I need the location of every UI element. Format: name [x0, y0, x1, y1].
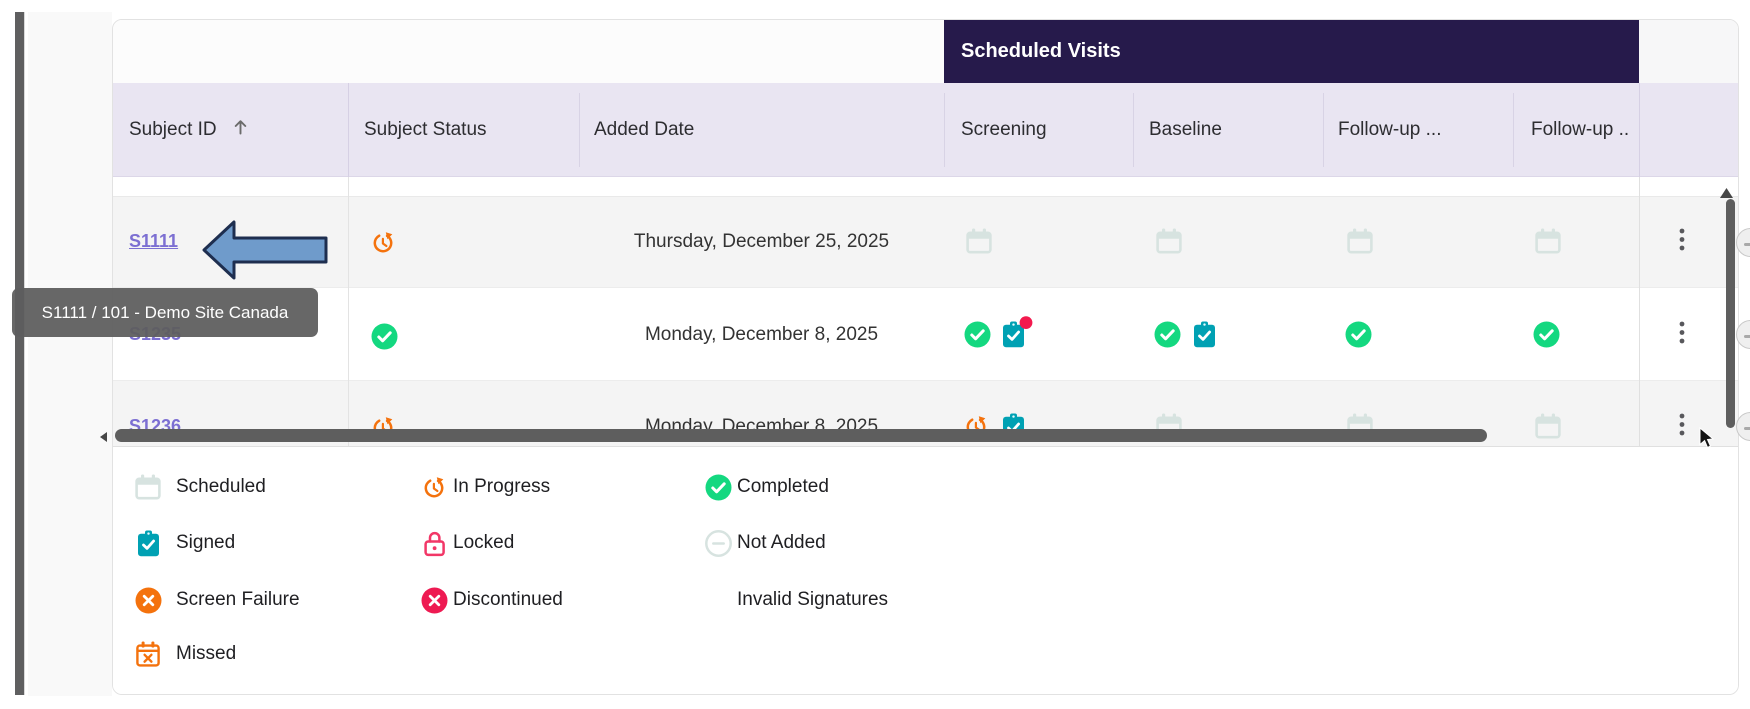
legend-label: Discontinued	[453, 589, 563, 610]
legend-panel: Rows per page: 25 1–5 of 5 1 Scheduled I…	[113, 447, 1738, 694]
completed-icon	[371, 323, 398, 355]
legend-label: Scheduled	[176, 476, 266, 497]
legend-missed-icon	[133, 639, 163, 669]
pinned-column-divider	[348, 177, 349, 446]
filler-row	[113, 177, 1738, 197]
subjects-table-card: Scheduled Visits Subject ID Subject Stat…	[112, 19, 1739, 695]
legend-label: Missed	[176, 643, 237, 664]
annotation-arrow-icon	[198, 212, 330, 293]
legend-label: Invalid Signatures	[737, 589, 889, 610]
column-header-added_date[interactable]: Added Date	[594, 83, 694, 177]
table-legend-divider	[113, 446, 1738, 447]
table-body: S1111 Thursday, December 25, 2025 S1235 …	[113, 177, 1738, 446]
subject-row: S1235 Monday, December 8, 2025	[113, 287, 1738, 380]
legend-label: Locked	[453, 532, 515, 553]
column-header-followup_1[interactable]: Follow-up ...	[1338, 83, 1441, 177]
visit-scheduled-icon[interactable]	[1345, 412, 1375, 446]
column-divider	[1639, 83, 1640, 177]
scheduled-visits-group-header: Scheduled Visits	[944, 20, 1639, 83]
mouse-cursor-icon	[1698, 426, 1717, 455]
visit-completed-icon[interactable]	[1345, 321, 1372, 353]
legend-invalid-signatures-icon	[703, 585, 733, 615]
visit-completed-icon[interactable]	[1533, 321, 1560, 353]
legend-label: Not Added	[737, 532, 826, 553]
column-header-followup_2[interactable]: Follow-up ...	[1531, 83, 1629, 177]
legend-label: Completed	[737, 476, 829, 497]
visit-signed-icon[interactable]	[1190, 319, 1219, 355]
minus-icon	[1743, 418, 1750, 436]
column-header-label: Follow-up ...	[1338, 119, 1442, 140]
column-header-label: Subject ID	[129, 119, 217, 140]
added-date-cell: Thursday, December 25, 2025	[633, 231, 890, 252]
left-gutter	[28, 12, 112, 696]
legend-completed-icon	[703, 472, 733, 502]
visit-scheduled-icon[interactable]	[1154, 227, 1184, 261]
legend-label: In Progress	[453, 476, 551, 497]
hscroll-left-arrow-icon[interactable]	[98, 430, 108, 448]
kebab-menu-icon	[1679, 413, 1685, 441]
visit-signed-invalid-icon[interactable]	[999, 316, 1033, 355]
row-edge-button[interactable]	[1736, 412, 1750, 441]
legend-label: Screen Failure	[176, 589, 300, 610]
column-divider	[348, 83, 349, 177]
column-header-label: Baseline	[1149, 119, 1222, 140]
row-actions-menu-button[interactable]	[1669, 321, 1695, 349]
visit-completed-icon[interactable]	[1154, 321, 1181, 353]
visit-scheduled-icon[interactable]	[1345, 227, 1375, 261]
column-header-subject_status[interactable]: Subject Status	[364, 83, 487, 177]
legend-discontinued-icon	[419, 585, 449, 615]
window-edge-bar	[15, 12, 25, 695]
minus-icon	[1743, 326, 1750, 344]
visit-scheduled-icon[interactable]	[1533, 227, 1563, 261]
column-divider	[1513, 93, 1514, 167]
legend-label: Signed	[176, 532, 236, 553]
vscroll-top-arrow-icon[interactable]	[1720, 185, 1733, 203]
subject-link[interactable]: S1111	[129, 231, 179, 251]
column-divider	[1323, 93, 1324, 167]
minus-icon	[1743, 234, 1750, 252]
column-header-screening[interactable]: Screening	[961, 83, 1047, 177]
added-date-cell: Monday, December 8, 2025	[644, 324, 879, 345]
legend-scheduled-icon	[133, 472, 163, 502]
legend-not-added-icon	[703, 528, 733, 558]
actions-column-divider	[1639, 177, 1640, 446]
table-top-band-right	[1639, 20, 1738, 83]
visit-scheduled-icon[interactable]	[964, 227, 994, 261]
vertical-scrollbar[interactable]	[1726, 199, 1735, 428]
row-actions-menu-button[interactable]	[1669, 228, 1695, 256]
visit-scheduled-icon[interactable]	[1533, 412, 1563, 446]
kebab-menu-icon	[1679, 228, 1685, 256]
column-header-baseline[interactable]: Baseline	[1149, 83, 1222, 177]
in-progress-icon	[371, 230, 395, 260]
column-header-label: Screening	[961, 119, 1047, 140]
legend-signed-icon	[133, 528, 163, 558]
horizontal-scrollbar[interactable]	[115, 429, 1487, 442]
subject-tooltip: S1111 / 101 - Demo Site Canada	[12, 288, 318, 337]
kebab-menu-icon	[1679, 321, 1685, 349]
visit-completed-icon[interactable]	[964, 321, 991, 353]
row-actions-menu-button[interactable]	[1669, 413, 1695, 441]
legend-screen-failure-icon	[133, 585, 163, 615]
sort-ascending-icon[interactable]	[231, 117, 250, 143]
legend-in-progress-icon	[419, 472, 449, 502]
legend-locked-icon	[419, 528, 449, 558]
subject-row: S1111 Thursday, December 25, 2025	[113, 197, 1738, 287]
column-header-subject_id[interactable]: Subject ID	[129, 83, 250, 177]
column-header-label: Subject Status	[364, 119, 487, 140]
column-header-label: Follow-up ...	[1531, 119, 1629, 140]
table-header-row: Subject ID Subject Status Added Date Scree…	[113, 83, 1738, 177]
group-header-title: Scheduled Visits	[961, 40, 1121, 62]
column-header-label: Added Date	[594, 119, 695, 140]
column-divider	[579, 93, 580, 167]
column-divider	[1133, 93, 1134, 167]
column-divider	[944, 93, 945, 167]
